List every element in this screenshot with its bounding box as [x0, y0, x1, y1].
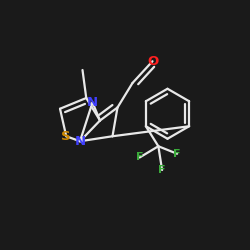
Text: N: N	[74, 135, 86, 148]
Text: O: O	[147, 55, 158, 68]
Text: S: S	[62, 130, 71, 143]
Text: N: N	[87, 96, 98, 109]
Text: F: F	[173, 149, 181, 159]
Text: F: F	[158, 165, 166, 175]
Text: F: F	[136, 152, 143, 162]
